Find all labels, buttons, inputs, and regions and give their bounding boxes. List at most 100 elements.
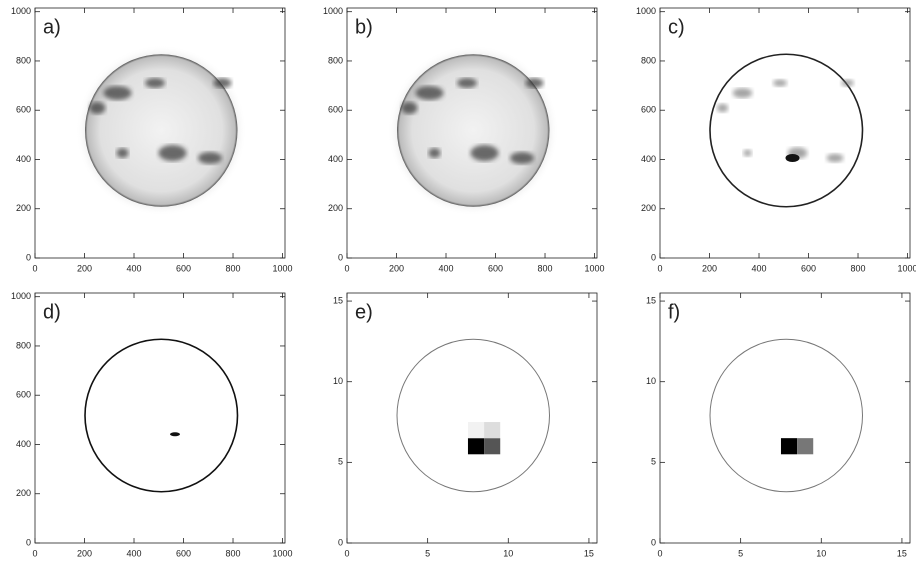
panel-label: d)	[43, 301, 61, 323]
y-tick-label: 800	[16, 340, 31, 350]
panel-image	[397, 339, 550, 492]
x-tick-label: 15	[584, 548, 594, 558]
y-tick-label: 400	[641, 154, 656, 164]
panel-label: c)	[668, 16, 685, 38]
y-tick-label: 800	[16, 55, 31, 65]
y-tick-label: 0	[338, 537, 343, 547]
y-tick-label: 600	[16, 105, 31, 115]
x-tick-label: 800	[226, 548, 241, 558]
active-region	[526, 78, 544, 88]
active-region	[510, 152, 534, 164]
y-tick-label: 800	[641, 55, 656, 65]
x-tick-label: 200	[77, 548, 92, 558]
pixel	[484, 422, 500, 438]
sunspot	[786, 154, 800, 162]
active-region	[841, 80, 854, 87]
y-tick-label: 400	[16, 439, 31, 449]
sunspot	[170, 432, 180, 436]
active-region	[117, 148, 129, 158]
solar-disk	[710, 339, 863, 492]
y-tick-label: 5	[651, 457, 656, 467]
pixel	[781, 438, 797, 454]
y-tick-label: 800	[328, 55, 343, 65]
x-tick-label: 400	[126, 548, 141, 558]
x-tick-label: 400	[438, 263, 453, 273]
y-tick-label: 10	[333, 376, 343, 386]
x-tick-label: 800	[226, 263, 241, 273]
x-tick-label: 200	[702, 263, 717, 273]
y-tick-label: 15	[333, 295, 343, 305]
y-tick-label: 1000	[636, 6, 656, 16]
y-tick-label: 0	[26, 252, 31, 262]
x-tick-label: 5	[738, 548, 743, 558]
x-tick-label: 0	[32, 263, 37, 273]
x-tick-label: 600	[176, 548, 191, 558]
x-tick-label: 10	[503, 548, 513, 558]
panel-image	[76, 45, 247, 216]
pixel	[797, 438, 813, 454]
x-tick-label: 400	[751, 263, 766, 273]
y-tick-label: 200	[16, 203, 31, 213]
active-region	[429, 148, 441, 158]
y-tick-label: 0	[651, 252, 656, 262]
active-region	[743, 150, 751, 157]
solar-disk	[397, 54, 550, 207]
pixel	[468, 422, 484, 438]
pixel	[468, 438, 484, 454]
y-tick-label: 0	[338, 252, 343, 262]
active-region	[402, 102, 418, 114]
x-tick-label: 200	[389, 263, 404, 273]
solar-disk	[85, 54, 238, 207]
x-tick-label: 0	[657, 263, 662, 273]
panel-label: e)	[355, 301, 373, 323]
panel-image	[85, 339, 238, 492]
x-tick-label: 1000	[273, 548, 293, 558]
panel-image	[388, 45, 559, 216]
active-region	[471, 145, 499, 161]
active-region	[733, 88, 753, 98]
x-tick-label: 800	[538, 263, 553, 273]
x-tick-label: 1000	[585, 263, 605, 273]
x-tick-label: 10	[816, 548, 826, 558]
y-tick-label: 400	[328, 154, 343, 164]
active-region	[773, 80, 787, 87]
y-tick-label: 600	[328, 105, 343, 115]
x-tick-label: 0	[657, 548, 662, 558]
y-tick-label: 0	[26, 537, 31, 547]
y-tick-label: 10	[646, 376, 656, 386]
active-region	[457, 78, 477, 88]
active-region	[90, 102, 106, 114]
x-tick-label: 15	[897, 548, 907, 558]
active-region	[198, 152, 222, 164]
figure: 0200400600800100002004006008001000a)0200…	[0, 0, 916, 560]
y-tick-label: 400	[16, 154, 31, 164]
x-tick-label: 600	[488, 263, 503, 273]
active-region	[416, 86, 444, 100]
panel-label: f)	[668, 301, 680, 323]
panel-label: b)	[355, 16, 373, 38]
y-tick-label: 200	[16, 488, 31, 498]
panel-image	[710, 54, 863, 207]
active-region	[717, 104, 728, 112]
active-region	[145, 78, 165, 88]
x-tick-label: 1000	[898, 263, 916, 273]
y-tick-label: 200	[328, 203, 343, 213]
panel-label: a)	[43, 16, 61, 38]
y-tick-label: 0	[651, 537, 656, 547]
x-tick-label: 5	[425, 548, 430, 558]
y-tick-label: 1000	[11, 291, 31, 301]
x-tick-label: 0	[32, 548, 37, 558]
x-tick-label: 600	[801, 263, 816, 273]
panel-image	[710, 339, 863, 492]
x-tick-label: 800	[851, 263, 866, 273]
y-tick-label: 1000	[11, 6, 31, 16]
solar-disk	[397, 339, 550, 492]
active-region	[159, 145, 187, 161]
x-tick-label: 400	[126, 263, 141, 273]
x-tick-label: 1000	[273, 263, 293, 273]
y-tick-label: 5	[338, 457, 343, 467]
y-tick-label: 600	[641, 105, 656, 115]
x-tick-label: 0	[344, 263, 349, 273]
x-tick-label: 200	[77, 263, 92, 273]
y-tick-label: 15	[646, 295, 656, 305]
